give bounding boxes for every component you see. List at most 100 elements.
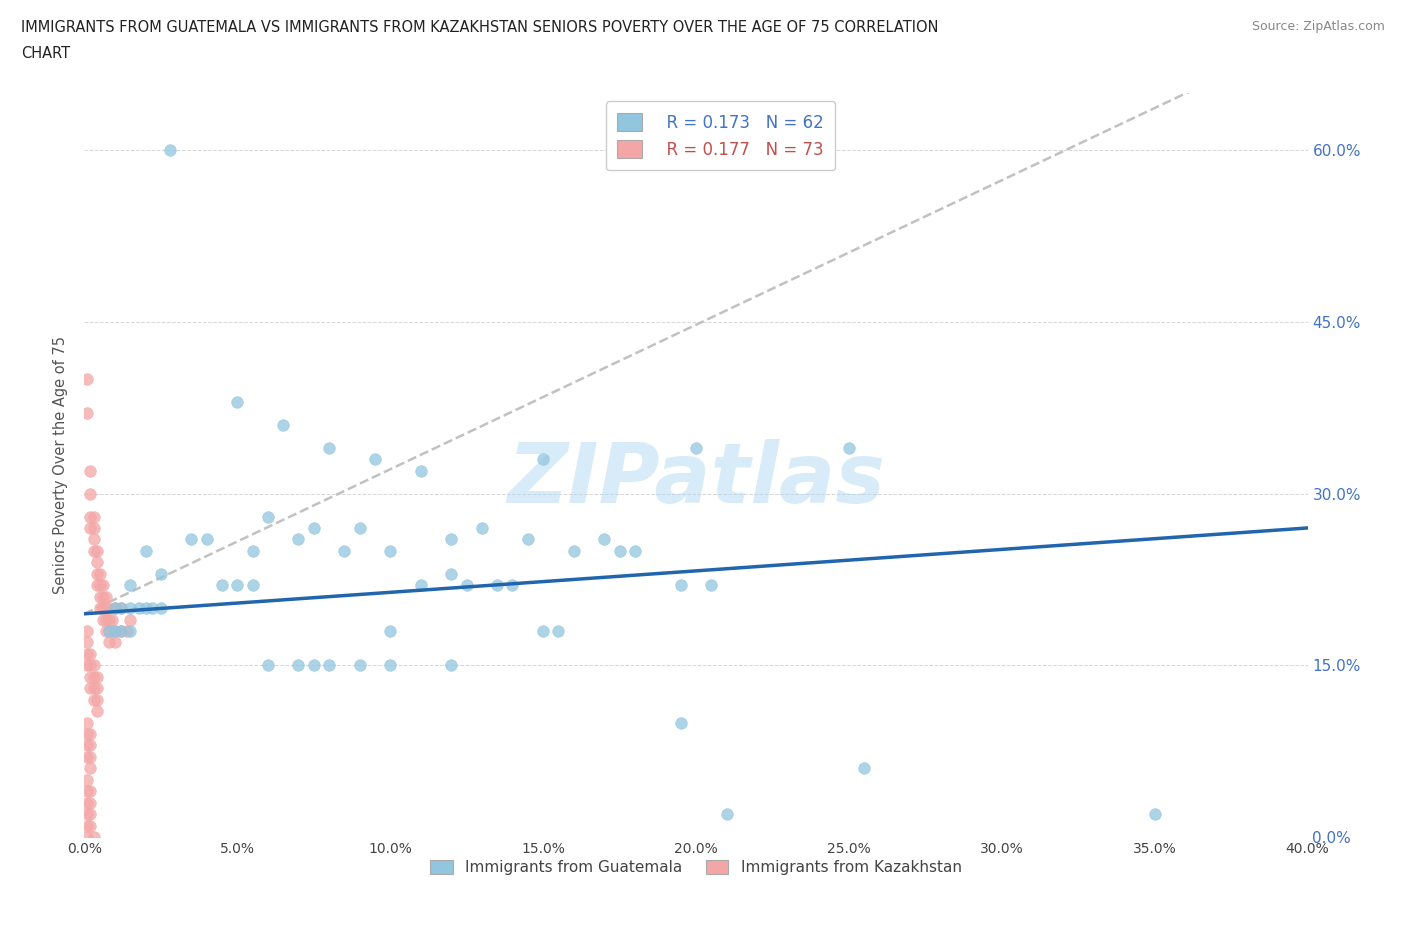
Point bbox=[83, 532, 105, 547]
Point bbox=[79, 681, 101, 696]
Point bbox=[89, 601, 111, 616]
Point bbox=[110, 623, 132, 638]
Point bbox=[86, 543, 108, 558]
Point bbox=[76, 658, 98, 672]
Point bbox=[409, 463, 432, 478]
Point bbox=[89, 578, 111, 592]
Text: CHART: CHART bbox=[21, 46, 70, 61]
Point bbox=[409, 578, 432, 592]
Point bbox=[86, 555, 108, 570]
Point bbox=[440, 566, 463, 581]
Point bbox=[76, 750, 98, 764]
Text: Source: ZipAtlas.com: Source: ZipAtlas.com bbox=[1251, 20, 1385, 33]
Point bbox=[110, 623, 132, 638]
Point bbox=[104, 601, 127, 616]
Point bbox=[141, 601, 163, 616]
Point bbox=[79, 486, 101, 501]
Point bbox=[624, 543, 647, 558]
Point bbox=[159, 143, 181, 158]
Point bbox=[364, 452, 387, 467]
Point bbox=[79, 818, 101, 833]
Point bbox=[86, 566, 108, 581]
Point bbox=[76, 830, 98, 844]
Point bbox=[104, 623, 127, 638]
Point bbox=[685, 441, 707, 456]
Point bbox=[79, 750, 101, 764]
Point bbox=[180, 532, 202, 547]
Point bbox=[195, 532, 218, 547]
Point bbox=[83, 543, 105, 558]
Point bbox=[226, 394, 249, 409]
Point bbox=[838, 441, 860, 456]
Point bbox=[79, 738, 101, 753]
Point bbox=[471, 521, 494, 536]
Point bbox=[94, 590, 117, 604]
Point bbox=[91, 612, 114, 627]
Point bbox=[94, 601, 117, 616]
Point bbox=[562, 543, 585, 558]
Point bbox=[349, 521, 371, 536]
Point bbox=[79, 521, 101, 536]
Point bbox=[76, 806, 98, 821]
Point bbox=[669, 578, 692, 592]
Point bbox=[97, 623, 120, 638]
Point bbox=[86, 578, 108, 592]
Point bbox=[120, 623, 142, 638]
Point bbox=[226, 578, 249, 592]
Point bbox=[76, 772, 98, 787]
Point bbox=[110, 601, 132, 616]
Point bbox=[516, 532, 538, 547]
Point bbox=[79, 670, 101, 684]
Point bbox=[83, 509, 105, 524]
Point bbox=[86, 681, 108, 696]
Point bbox=[440, 532, 463, 547]
Point bbox=[76, 635, 98, 650]
Point bbox=[83, 830, 105, 844]
Point bbox=[211, 578, 233, 592]
Point bbox=[76, 406, 98, 421]
Point bbox=[76, 623, 98, 638]
Point bbox=[716, 806, 738, 821]
Point bbox=[380, 658, 402, 672]
Text: IMMIGRANTS FROM GUATEMALA VS IMMIGRANTS FROM KAZAKHSTAN SENIORS POVERTY OVER THE: IMMIGRANTS FROM GUATEMALA VS IMMIGRANTS … bbox=[21, 20, 939, 35]
Point bbox=[79, 761, 101, 776]
Point bbox=[97, 623, 120, 638]
Point bbox=[76, 715, 98, 730]
Point bbox=[128, 601, 150, 616]
Point bbox=[257, 658, 280, 672]
Point bbox=[302, 658, 325, 672]
Point bbox=[76, 795, 98, 810]
Point bbox=[79, 509, 101, 524]
Point bbox=[76, 784, 98, 799]
Point bbox=[853, 761, 876, 776]
Point bbox=[91, 590, 114, 604]
Legend: Immigrants from Guatemala, Immigrants from Kazakhstan: Immigrants from Guatemala, Immigrants fr… bbox=[425, 854, 967, 882]
Point bbox=[83, 681, 105, 696]
Point bbox=[79, 806, 101, 821]
Point bbox=[83, 670, 105, 684]
Y-axis label: Seniors Poverty Over the Age of 75: Seniors Poverty Over the Age of 75 bbox=[53, 336, 69, 594]
Point bbox=[547, 623, 569, 638]
Point bbox=[76, 818, 98, 833]
Point bbox=[333, 543, 356, 558]
Point bbox=[86, 670, 108, 684]
Point bbox=[318, 658, 340, 672]
Point bbox=[380, 623, 402, 638]
Point bbox=[110, 601, 132, 616]
Point bbox=[115, 623, 138, 638]
Point bbox=[502, 578, 524, 592]
Point bbox=[91, 601, 114, 616]
Point bbox=[287, 658, 309, 672]
Point bbox=[531, 623, 554, 638]
Point bbox=[593, 532, 616, 547]
Point bbox=[86, 704, 108, 719]
Point bbox=[83, 658, 105, 672]
Point bbox=[486, 578, 509, 592]
Point bbox=[104, 623, 127, 638]
Point bbox=[79, 784, 101, 799]
Text: ZIPatlas: ZIPatlas bbox=[508, 439, 884, 521]
Point bbox=[531, 452, 554, 467]
Point bbox=[318, 441, 340, 456]
Point bbox=[120, 578, 142, 592]
Point bbox=[79, 795, 101, 810]
